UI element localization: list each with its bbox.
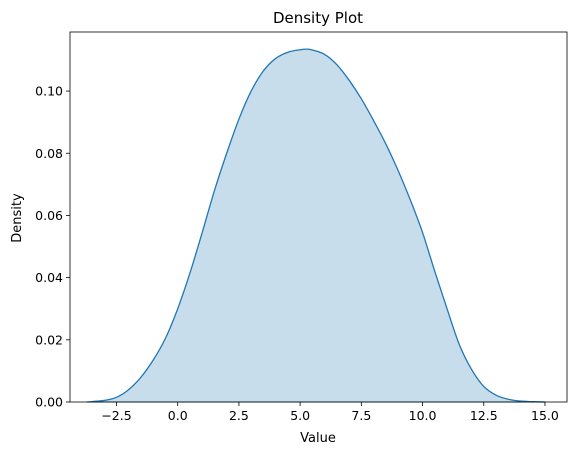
density-area-fill	[87, 49, 545, 402]
y-tick-label: 0.10	[35, 84, 63, 99]
chart-title: Density Plot	[273, 9, 363, 27]
x-tick-label: −2.5	[101, 408, 131, 423]
x-tick-label: 10.0	[409, 408, 437, 423]
x-tick-label: 15.0	[531, 408, 559, 423]
y-tick-label: 0.04	[35, 270, 63, 285]
x-tick-label: 7.5	[351, 408, 371, 423]
x-tick-label: 2.5	[229, 408, 249, 423]
density-line	[87, 48, 545, 403]
y-axis-label: Density	[10, 193, 25, 243]
x-tick-label: 12.5	[470, 408, 498, 423]
x-tick-label: 0.0	[168, 408, 188, 423]
x-axis: −2.5 0.0 2.5 5.0 7.5 10.0 12.5 15.0	[101, 402, 559, 423]
y-tick-label: 0.06	[35, 208, 63, 223]
y-tick-label: 0.02	[35, 332, 63, 347]
x-tick-label: 5.0	[290, 408, 310, 423]
y-tick-label: 0.08	[35, 146, 63, 161]
y-axis: 0.00 0.02 0.04 0.06 0.08 0.10	[35, 84, 70, 410]
x-axis-label: Value	[300, 431, 336, 446]
y-tick-label: 0.00	[35, 395, 63, 410]
axes-frame	[69, 31, 568, 403]
